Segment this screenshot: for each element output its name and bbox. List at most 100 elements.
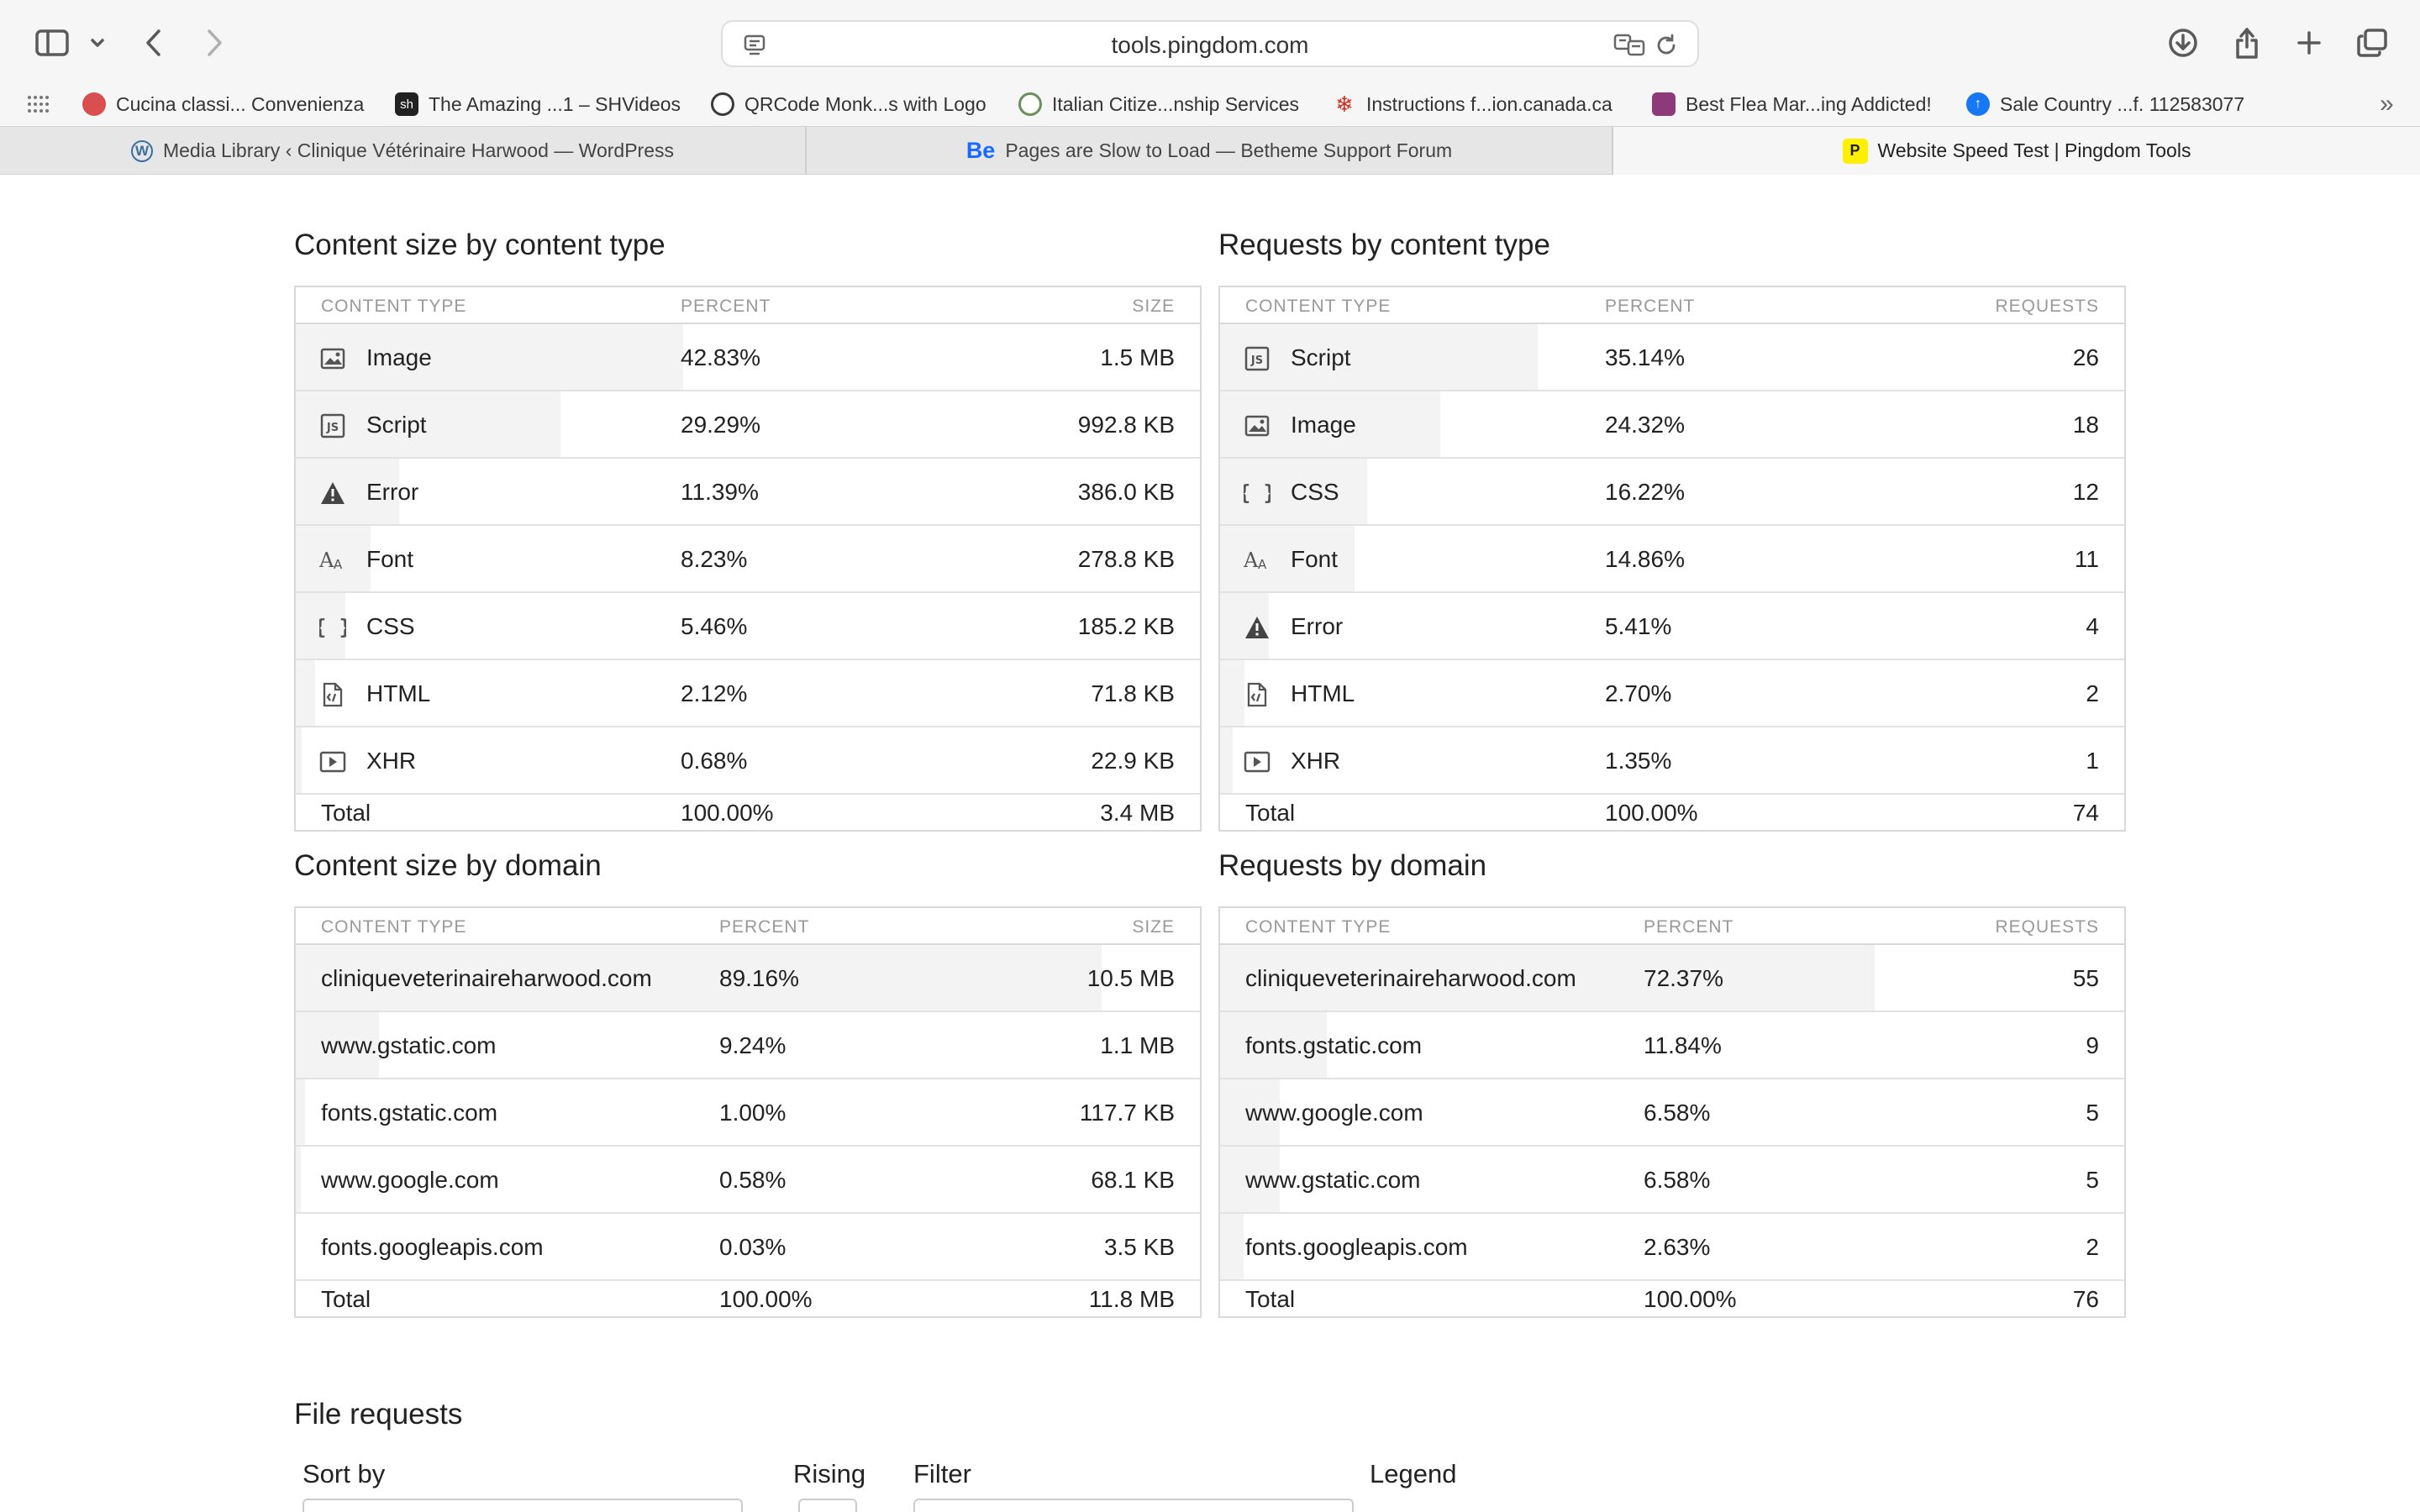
bookmark-item[interactable]: sh The Amazing ...1 – SHVideos — [395, 89, 681, 119]
bookmark-item[interactable]: QRCode Monk...s with Logo — [711, 89, 986, 119]
tab-group-dropdown[interactable] — [87, 22, 108, 64]
table-row[interactable]: XHR 0.68% 22.9 KB — [296, 727, 1200, 795]
content-size-by-type-table: CONTENT TYPE PERCENT SIZE Image 42.83% 1.5 MB… — [294, 286, 1202, 832]
table-row[interactable]: JS Script 29.29% 992.8 KB — [296, 391, 1200, 459]
table-row[interactable]: www.google.com 0.58% 68.1 KB — [296, 1147, 1200, 1214]
bookmark-label: Sale Country ...f. 112583077 — [2000, 92, 2245, 115]
row-percent: 11.84% — [1644, 1032, 1722, 1058]
filter-input[interactable] — [913, 1499, 1354, 1512]
row-percent: 2.70% — [1605, 680, 1672, 706]
column-header-percent: PERCENT — [1605, 297, 1696, 316]
table-row[interactable]: XHR 1.35% 1 — [1220, 727, 2124, 795]
row-value: 1.5 MB — [1100, 344, 1175, 370]
script-icon: JS — [1244, 345, 1270, 372]
tab-wordpress-media-library[interactable]: W Media Library ‹ Clinique Vétérinaire H… — [0, 127, 807, 175]
apps-grid-button[interactable] — [27, 89, 49, 119]
bookmark-favicon-icon — [1018, 92, 1042, 116]
percent-bar — [1220, 945, 1875, 1011]
bookmark-item[interactable]: ❄ Instructions f...ion.canada.ca — [1333, 89, 1612, 119]
maple-leaf-icon: ❄ — [1335, 91, 1354, 117]
table-row[interactable]: HTML 2.70% 2 — [1220, 660, 2124, 727]
sidebar-toggle-button[interactable] — [32, 22, 72, 64]
bookmark-item[interactable]: Best Flea Mar...ing Addicted! — [1652, 89, 1932, 119]
requests-by-domain-table: CONTENT TYPE PERCENT REQUESTS cliniqueveter… — [1218, 906, 2126, 1318]
svg-text:{ }: { } — [319, 615, 346, 639]
table-row[interactable]: Error 11.39% 386.0 KB — [296, 459, 1200, 526]
table-row[interactable]: fonts.gstatic.com 11.84% 9 — [1220, 1012, 2124, 1079]
row-value: 18 — [2072, 412, 2099, 438]
row-value: 11 — [2074, 546, 2099, 572]
downloads-button[interactable] — [2166, 22, 2200, 64]
table-row[interactable]: www.gstatic.com 6.58% 5 — [1220, 1147, 2124, 1214]
svg-text:{ }: { } — [1244, 480, 1270, 505]
table-row[interactable]: A A Font 14.86% 11 — [1220, 526, 2124, 593]
row-label: Script — [1291, 344, 1351, 370]
betheme-icon: Be — [965, 138, 996, 163]
table-row[interactable]: fonts.gstatic.com 1.00% 117.7 KB — [296, 1079, 1200, 1147]
row-percent: 42.83% — [681, 344, 760, 370]
back-button[interactable] — [141, 22, 166, 64]
percent-bar — [296, 1079, 305, 1145]
bookmark-label: The Amazing ...1 – SHVideos — [429, 92, 681, 115]
tab-pingdom-tools[interactable]: P Website Speed Test | Pingdom Tools — [1613, 127, 2420, 175]
tab-overview-icon — [2357, 29, 2387, 57]
table-row[interactable]: Image 42.83% 1.5 MB — [296, 324, 1200, 391]
percent-bar — [296, 660, 315, 726]
rising-label: Rising — [793, 1459, 866, 1488]
table-row[interactable]: fonts.googleapis.com 2.63% 2 — [1220, 1214, 2124, 1281]
tab-overview-button[interactable] — [2354, 22, 2390, 64]
share-button[interactable] — [2230, 22, 2264, 64]
bookmark-item[interactable]: Italian Citize...nship Services — [1018, 89, 1299, 119]
table-row[interactable]: Image 24.32% 18 — [1220, 391, 2124, 459]
row-value: 1.1 MB — [1100, 1032, 1175, 1058]
table-row[interactable]: JS Script 35.14% 26 — [1220, 324, 2124, 391]
table-row[interactable]: HTML 2.12% 71.8 KB — [296, 660, 1200, 727]
percent-bar — [296, 526, 371, 591]
address-bar[interactable]: tools.pingdom.com — [721, 20, 1699, 67]
bookmarks-bar: Cucina classi... Convenienza sh The Amaz… — [0, 84, 2420, 126]
percent-bar — [1220, 1012, 1327, 1078]
percent-bar — [1220, 391, 1440, 457]
new-tab-button[interactable] — [2292, 22, 2326, 64]
table-row[interactable]: www.gstatic.com 9.24% 1.1 MB — [296, 1012, 1200, 1079]
row-percent: 14.86% — [1605, 546, 1685, 572]
bookmark-item[interactable]: Cucina classi... Convenienza — [82, 89, 364, 119]
row-value: 55 — [2072, 965, 2099, 991]
svg-text:A: A — [334, 557, 343, 572]
column-header-value: SIZE — [1132, 917, 1175, 937]
table-row[interactable]: www.google.com 6.58% 5 — [1220, 1079, 2124, 1147]
bookmark-favicon-icon: sh — [395, 92, 418, 116]
table-row[interactable]: { } CSS 16.22% 12 — [1220, 459, 2124, 526]
column-header-percent: PERCENT — [681, 297, 771, 316]
row-percent: 0.03% — [719, 1234, 786, 1260]
row-label: fonts.googleapis.com — [321, 1234, 544, 1260]
page-settings-icon[interactable] — [743, 34, 766, 57]
more-bookmarks-button[interactable]: » — [2380, 89, 2394, 119]
row-value: 992.8 KB — [1077, 412, 1175, 438]
table-row[interactable]: Error 5.41% 4 — [1220, 593, 2124, 660]
rising-toggle[interactable] — [798, 1499, 857, 1512]
row-percent: 6.58% — [1644, 1167, 1711, 1193]
tab-betheme-forum[interactable]: Be Pages are Slow to Load — Betheme Supp… — [807, 127, 1613, 175]
sidebar-icon — [35, 29, 69, 56]
row-label: www.google.com — [321, 1167, 499, 1193]
table-header: CONTENT TYPE PERCENT REQUESTS — [1220, 908, 2124, 945]
row-percent: 2.63% — [1644, 1234, 1711, 1260]
chevron-down-icon — [91, 39, 104, 47]
table-row[interactable]: fonts.googleapis.com 0.03% 3.5 KB — [296, 1214, 1200, 1281]
bookmark-item[interactable]: ↑ Sale Country ...f. 112583077 — [1966, 89, 2244, 119]
table-row[interactable]: cliniqueveterinaireharwood.com 89.16% 10.5… — [296, 945, 1200, 1012]
content-size-by-type-title: Content size by content type — [294, 228, 666, 261]
table-row[interactable]: { } CSS 5.46% 185.2 KB — [296, 593, 1200, 660]
sort-by-select[interactable] — [302, 1499, 743, 1512]
bookmark-label: Italian Citize...nship Services — [1052, 92, 1300, 115]
translate-icon[interactable] — [1613, 33, 1647, 58]
total-label: Total — [1245, 800, 1296, 826]
table-row[interactable]: A A Font 8.23% 278.8 KB — [296, 526, 1200, 593]
content-size-by-domain-table: CONTENT TYPE PERCENT SIZE cliniqueveterinai… — [294, 906, 1202, 1318]
row-label: www.gstatic.com — [1245, 1167, 1421, 1193]
reload-icon[interactable] — [1654, 33, 1679, 58]
forward-button[interactable] — [202, 22, 227, 64]
table-row[interactable]: cliniqueveterinaireharwood.com 72.37% 55 — [1220, 945, 2124, 1012]
